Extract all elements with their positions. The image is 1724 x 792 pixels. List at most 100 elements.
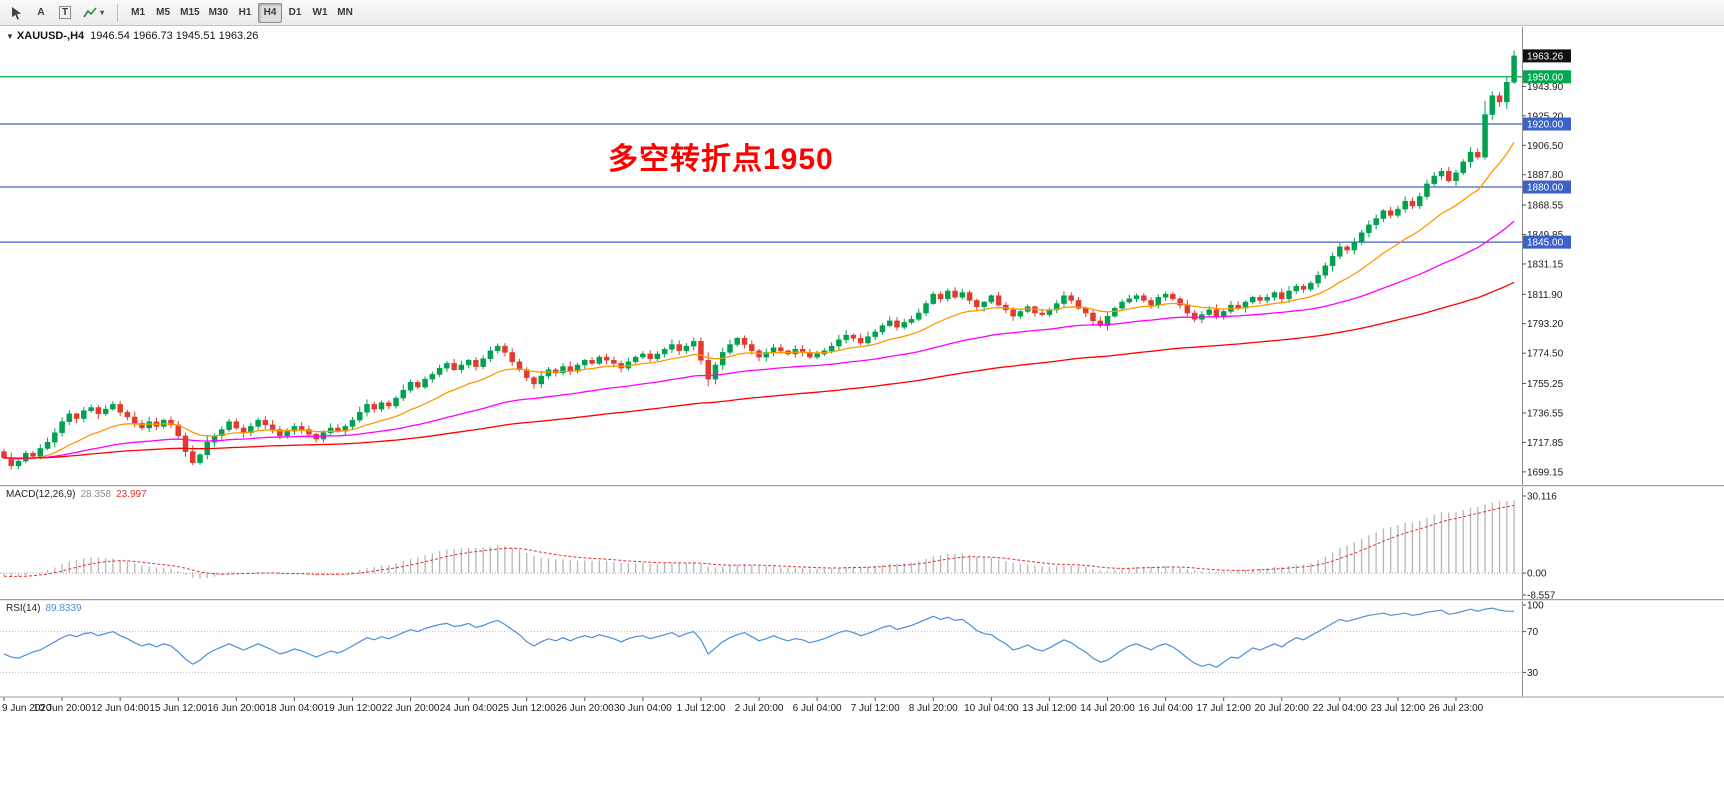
price-badge bbox=[1523, 49, 1571, 63]
svg-text:70: 70 bbox=[1527, 627, 1539, 638]
rsi-label: RSI(14) 89.8339 bbox=[6, 603, 87, 614]
timeframe-button-m15[interactable]: M15 bbox=[176, 3, 203, 23]
svg-text:30 Jun 04:00: 30 Jun 04:00 bbox=[614, 703, 672, 714]
svg-text:1793.20: 1793.20 bbox=[1527, 319, 1564, 330]
svg-text:1906.50: 1906.50 bbox=[1527, 141, 1564, 152]
svg-text:12 Jun 04:00: 12 Jun 04:00 bbox=[91, 703, 149, 714]
price-badge bbox=[1523, 235, 1571, 249]
svg-text:1920.00: 1920.00 bbox=[1527, 120, 1564, 131]
macd-panel[interactable] bbox=[0, 500, 1522, 579]
textbox-tool-button[interactable]: T bbox=[54, 3, 76, 23]
svg-text:22 Jun 20:00: 22 Jun 20:00 bbox=[382, 703, 440, 714]
svg-text:6 Jul 04:00: 6 Jul 04:00 bbox=[793, 703, 842, 714]
svg-text:16 Jul 04:00: 16 Jul 04:00 bbox=[1138, 703, 1193, 714]
svg-text:1717.85: 1717.85 bbox=[1527, 438, 1564, 449]
ma-line-fast-ma bbox=[3, 141, 1515, 460]
textbox-tool-label: T bbox=[59, 6, 72, 19]
svg-text:1943.90: 1943.90 bbox=[1527, 82, 1564, 93]
macd-histogram bbox=[3, 500, 1515, 579]
macd-signal-line bbox=[3, 504, 1515, 577]
svg-text:16 Jun 20:00: 16 Jun 20:00 bbox=[207, 703, 265, 714]
svg-text:14 Jul 20:00: 14 Jul 20:00 bbox=[1080, 703, 1135, 714]
timeframe-button-mn[interactable]: MN bbox=[333, 3, 357, 23]
main-chart-panel[interactable] bbox=[0, 50, 1522, 470]
rsi-value: 89.8339 bbox=[45, 603, 82, 614]
svg-text:1880.00: 1880.00 bbox=[1527, 183, 1564, 194]
chevron-down-icon: ▾ bbox=[100, 8, 105, 17]
svg-text:20 Jul 20:00: 20 Jul 20:00 bbox=[1255, 703, 1310, 714]
svg-text:7 Jul 12:00: 7 Jul 12:00 bbox=[851, 703, 900, 714]
toolbar-separator bbox=[117, 3, 119, 22]
ma-line-slow-ma bbox=[3, 281, 1515, 459]
svg-text:1774.50: 1774.50 bbox=[1527, 349, 1564, 360]
svg-text:1925.20: 1925.20 bbox=[1527, 111, 1564, 122]
one-click-trading-icon[interactable]: ▼ bbox=[6, 32, 14, 41]
timeframe-button-m1[interactable]: M1 bbox=[126, 3, 150, 23]
ohlc-values: 1946.54 1966.73 1945.51 1963.26 bbox=[90, 30, 259, 42]
svg-text:30.116: 30.116 bbox=[1527, 492, 1557, 503]
timeframe-button-m5[interactable]: M5 bbox=[151, 3, 175, 23]
price-badge bbox=[1523, 180, 1571, 194]
rsi-panel[interactable] bbox=[0, 607, 1522, 673]
svg-text:1736.55: 1736.55 bbox=[1527, 408, 1564, 419]
candlesticks bbox=[1, 50, 1517, 470]
svg-text:24 Jun 04:00: 24 Jun 04:00 bbox=[440, 703, 498, 714]
svg-text:1755.25: 1755.25 bbox=[1527, 379, 1564, 390]
svg-text:15 Jun 12:00: 15 Jun 12:00 bbox=[149, 703, 207, 714]
svg-text:8 Jul 20:00: 8 Jul 20:00 bbox=[909, 703, 958, 714]
indicators-button[interactable]: ▾ bbox=[78, 3, 109, 23]
svg-text:1887.80: 1887.80 bbox=[1527, 170, 1564, 181]
macd-label: MACD(12,26,9) 28.358 23.997 bbox=[6, 489, 152, 500]
svg-text:100: 100 bbox=[1527, 601, 1544, 612]
macd-name: MACD(12,26,9) bbox=[6, 489, 76, 500]
ma-line-mid-ma bbox=[3, 220, 1515, 459]
svg-text:1963.26: 1963.26 bbox=[1527, 51, 1564, 62]
timeframe-button-h4[interactable]: H4 bbox=[258, 2, 283, 23]
svg-text:26 Jun 20:00: 26 Jun 20:00 bbox=[556, 703, 614, 714]
text-tool-button[interactable]: A bbox=[30, 3, 52, 23]
svg-text:9 Jun 2020: 9 Jun 2020 bbox=[2, 703, 52, 714]
svg-text:30: 30 bbox=[1527, 668, 1539, 679]
top-toolbar: A T ▾ M1 M5 M15 M30 H1 H4 D1 W1 MN bbox=[0, 0, 1724, 26]
svg-text:1950.00: 1950.00 bbox=[1527, 72, 1564, 83]
rsi-name: RSI(14) bbox=[6, 603, 41, 614]
rsi-line bbox=[3, 607, 1515, 668]
svg-text:10 Jul 04:00: 10 Jul 04:00 bbox=[964, 703, 1019, 714]
svg-text:17 Jul 12:00: 17 Jul 12:00 bbox=[1196, 703, 1251, 714]
timeframe-group: M1 M5 M15 M30 H1 H4 D1 W1 MN bbox=[126, 2, 357, 23]
svg-text:-8.557: -8.557 bbox=[1527, 591, 1556, 602]
timeframe-button-m30[interactable]: M30 bbox=[205, 3, 232, 23]
svg-text:1 Jul 12:00: 1 Jul 12:00 bbox=[676, 703, 725, 714]
svg-text:1868.55: 1868.55 bbox=[1527, 201, 1564, 212]
price-badge bbox=[1523, 70, 1571, 84]
svg-text:10 Jun 20:00: 10 Jun 20:00 bbox=[33, 703, 91, 714]
svg-text:25 Jun 12:00: 25 Jun 12:00 bbox=[498, 703, 556, 714]
svg-text:0.00: 0.00 bbox=[1527, 569, 1547, 580]
chart-title: ▼ XAUUSD-,H4 1946.54 1966.73 1945.51 1963.… bbox=[6, 30, 258, 42]
indicator-zigzag-icon bbox=[83, 6, 97, 17]
timeframe-button-d1[interactable]: D1 bbox=[283, 3, 307, 23]
svg-text:1699.15: 1699.15 bbox=[1527, 467, 1564, 478]
timeframe-button-h1[interactable]: H1 bbox=[233, 3, 257, 23]
svg-text:23 Jul 12:00: 23 Jul 12:00 bbox=[1371, 703, 1426, 714]
svg-text:1849.85: 1849.85 bbox=[1527, 230, 1564, 241]
macd-signal-value: 23.997 bbox=[116, 489, 147, 500]
svg-text:2 Jul 20:00: 2 Jul 20:00 bbox=[735, 703, 784, 714]
cursor-icon bbox=[12, 6, 21, 20]
svg-text:1831.15: 1831.15 bbox=[1527, 259, 1564, 270]
svg-text:26 Jul 23:00: 26 Jul 23:00 bbox=[1429, 703, 1484, 714]
svg-text:22 Jul 04:00: 22 Jul 04:00 bbox=[1313, 703, 1368, 714]
cursor-tool-button[interactable] bbox=[5, 3, 28, 23]
timeframe-button-w1[interactable]: W1 bbox=[308, 3, 332, 23]
horizontal-level-lines[interactable] bbox=[0, 76, 1522, 243]
chart-annotation: 多空转折点1950 bbox=[608, 143, 834, 176]
svg-text:13 Jul 12:00: 13 Jul 12:00 bbox=[1022, 703, 1077, 714]
macd-main-value: 28.358 bbox=[80, 489, 112, 500]
price-badge bbox=[1523, 117, 1571, 131]
svg-text:18 Jun 04:00: 18 Jun 04:00 bbox=[265, 703, 323, 714]
svg-text:1845.00: 1845.00 bbox=[1527, 238, 1564, 249]
